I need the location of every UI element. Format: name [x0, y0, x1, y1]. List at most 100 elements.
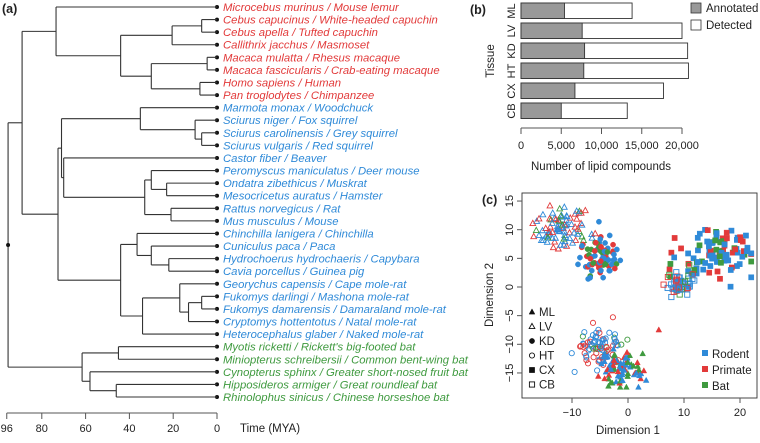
point-ht-rodent — [613, 338, 620, 345]
point-kd-rodent — [614, 246, 620, 253]
bar-annotated-KD — [520, 42, 586, 59]
point-ht-rodent — [596, 357, 603, 364]
point-ml-primate — [601, 375, 608, 382]
point-kd-rodent — [600, 274, 607, 281]
point-ht-rodent — [593, 333, 600, 340]
point-cx-bat — [667, 261, 674, 267]
y-axis-label: Tissue — [485, 44, 497, 77]
legend-marker-cx — [529, 367, 535, 373]
legend-swatch-bat — [702, 382, 708, 388]
species-label: Myotis ricketti / Rickett's big-footed b… — [223, 342, 416, 354]
root-dot — [6, 242, 11, 247]
point-kd-rodent — [617, 257, 624, 264]
point-lv-rodent — [573, 207, 581, 214]
point-ml-primate — [655, 326, 663, 333]
point-ml-primate — [595, 372, 602, 379]
y-tick-label: 15 — [504, 195, 516, 207]
point-kd-rodent — [579, 242, 585, 249]
point-kd-rodent — [611, 251, 617, 258]
point-ht-primate — [603, 347, 610, 355]
point-cx-rodent — [671, 254, 678, 261]
point-lv-bat — [532, 226, 540, 233]
point-ht-primate — [583, 357, 590, 364]
tick-label: 20 — [167, 423, 179, 435]
point-kd-rodent — [596, 218, 602, 225]
point-ht-rodent — [589, 342, 596, 349]
point-cx-bat — [716, 253, 723, 260]
point-lv-rodent — [560, 227, 569, 235]
point-cx-rodent — [690, 255, 697, 262]
point-ht-rodent — [606, 329, 613, 336]
point-ht-rodent — [591, 337, 598, 344]
bar-annotated-LV — [520, 22, 583, 39]
point-ht-primate — [582, 342, 589, 349]
tick-label: 20,000 — [665, 140, 699, 152]
legend-label-ht: HT — [539, 351, 554, 363]
point-cx-rodent — [723, 251, 730, 258]
point-lv-rodent — [570, 229, 578, 236]
legend-marker-kd — [529, 338, 535, 344]
point-kd-primate — [591, 248, 598, 254]
point-ht-rodent — [594, 367, 601, 374]
species-label: Cebus capucinus / White-headed capuchin — [223, 15, 438, 27]
point-lv-primate — [546, 222, 554, 230]
point-ml-rodent — [632, 369, 640, 376]
point-lv-rodent — [566, 234, 574, 242]
point-ht-rodent — [581, 329, 588, 336]
panel-label-a: (a) — [2, 2, 17, 16]
point-ml-rodent — [607, 365, 615, 372]
point-lv-rodent — [563, 211, 571, 219]
point-kd-bat — [584, 246, 591, 252]
species-label: Pan troglodytes / Chimpanzee — [223, 90, 374, 102]
tick-label: 40 — [123, 423, 135, 435]
legend-label-cb: CB — [539, 380, 555, 392]
species-label: Ondatra zibethicus / Muskrat — [223, 178, 368, 190]
point-kd-rodent — [598, 267, 604, 274]
scatter-points — [529, 201, 755, 390]
species-label: Miniopterus schreibersii / Common bent-w… — [223, 354, 469, 366]
point-ht-rodent — [592, 334, 599, 341]
tick-label: 60 — [79, 423, 91, 435]
point-cx-primate — [704, 227, 711, 234]
point-ht-rodent — [583, 352, 590, 359]
point-cx-rodent — [743, 248, 750, 255]
point-cx-primate — [668, 249, 675, 256]
point-kd-rodent — [597, 236, 604, 242]
point-kd-rodent — [606, 232, 613, 239]
point-cx-rodent — [685, 250, 691, 257]
species-label: Rattus norvegicus / Rat — [223, 203, 341, 215]
point-lv-rodent — [539, 236, 547, 243]
point-kd-rodent — [588, 267, 595, 274]
point-lv-rodent — [550, 214, 559, 221]
y-tick-label: −5 — [504, 309, 516, 322]
point-ht-primate — [589, 319, 597, 326]
point-cx-bat — [748, 258, 755, 265]
point-lv-primate — [574, 225, 582, 232]
species-label: Callithrix jacchus / Masmoset — [223, 40, 370, 52]
point-lv-primate — [563, 242, 571, 249]
point-kd-rodent — [577, 254, 583, 261]
point-cx-rodent — [707, 263, 714, 269]
point-ht-primate — [593, 350, 600, 357]
point-lv-bat — [557, 212, 565, 219]
point-cx-bat — [691, 267, 698, 273]
species-label: Sciurus niger / Fox squirrel — [223, 115, 358, 127]
legend-label-ml: ML — [539, 307, 556, 319]
point-ht-primate — [596, 329, 603, 336]
point-ht-primate — [580, 344, 587, 351]
point-cb-primate — [670, 288, 677, 295]
point-lv-rodent — [567, 220, 576, 227]
point-lv-primate — [535, 214, 543, 222]
point-cb-rodent — [673, 269, 680, 276]
point-cb-primate — [675, 284, 682, 291]
point-kd-primate — [611, 265, 618, 272]
legend-label-lv: LV — [539, 322, 553, 334]
group-legend: Rodent Primate Bat — [702, 349, 752, 393]
point-kd-rodent — [605, 257, 612, 263]
point-ht-rodent — [598, 343, 605, 350]
point-ml-primate — [634, 359, 641, 366]
point-ht-rodent — [611, 331, 619, 338]
bar-annotated-HT — [520, 62, 585, 79]
legend-swatch-detected — [690, 19, 702, 31]
